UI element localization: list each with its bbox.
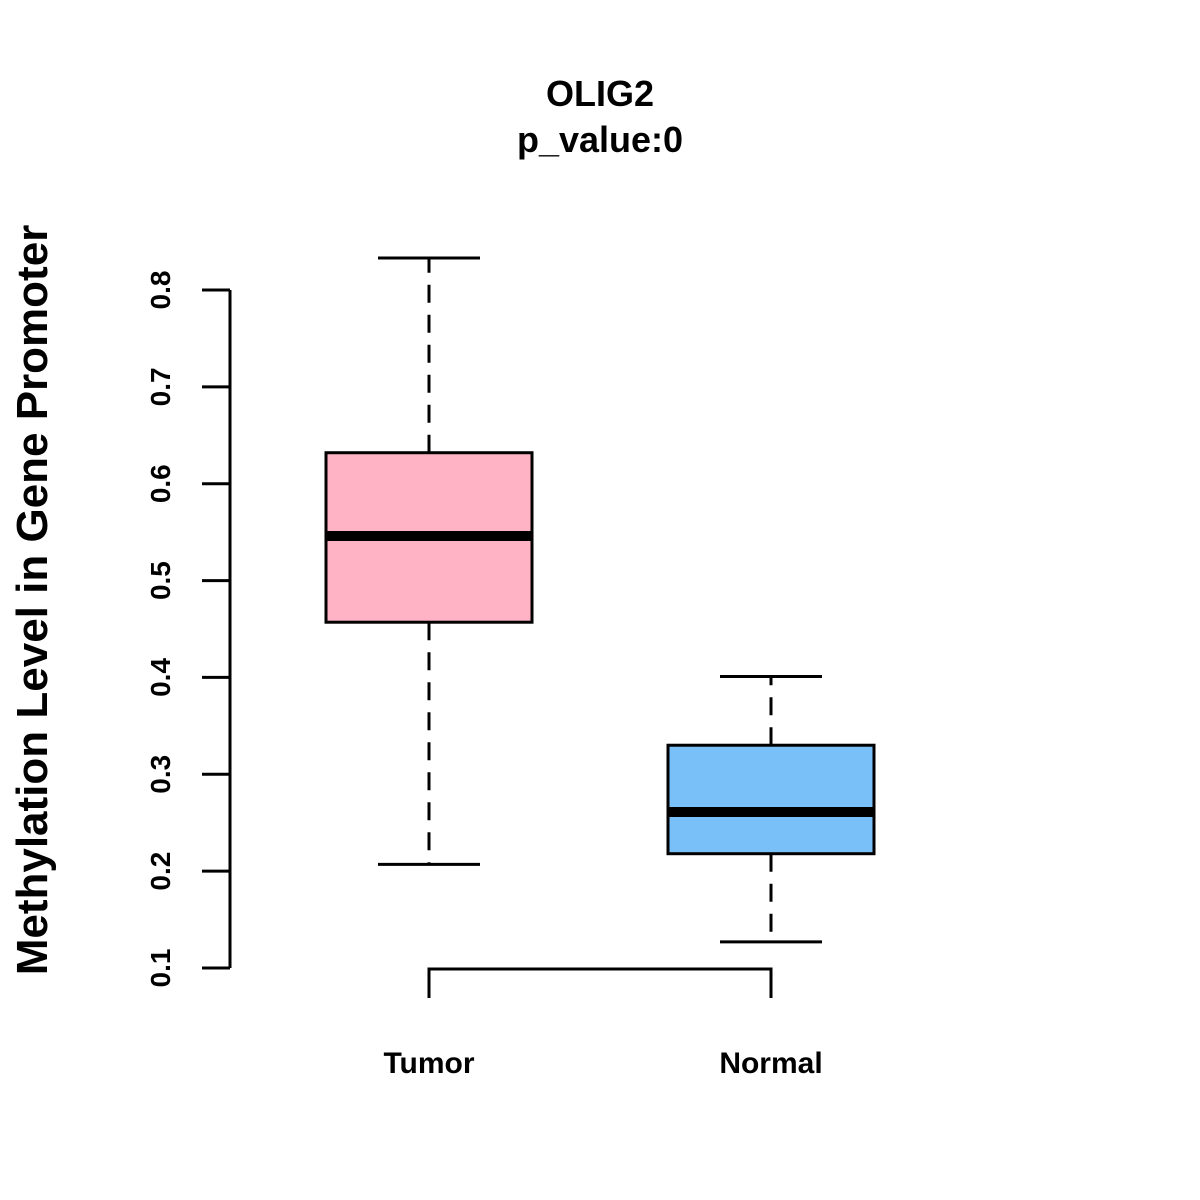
chart-subtitle: p_value:0 (517, 119, 683, 160)
iqr-box (666, 743, 876, 856)
y-tick-label: 0.6 (145, 464, 176, 503)
y-tick-label: 0.5 (145, 561, 176, 600)
chart-title: OLIG2 (546, 73, 654, 114)
y-axis-label: Methylation Level in Gene Promoter (8, 225, 57, 976)
box-normal (666, 674, 876, 944)
x-axis-labels: Tumor Normal (383, 1047, 822, 1080)
y-tick-label: 0.8 (145, 271, 176, 310)
y-tick-label: 0.4 (145, 658, 176, 697)
y-tick-label: 0.2 (145, 852, 176, 891)
y-tick-label: 0.7 (145, 367, 176, 406)
y-tick-label: 0.3 (145, 755, 176, 794)
comparison-bracket (427, 967, 773, 998)
x-category-label: Normal (719, 1047, 822, 1080)
box-series (324, 256, 876, 944)
x-category-label: Tumor (383, 1047, 474, 1080)
box-tumor (324, 256, 534, 866)
bracket-line (427, 967, 773, 998)
y-axis: 0.1 0.2 0.3 0.4 0.5 0.6 0.7 0.8 (145, 271, 232, 988)
y-tick-label: 0.1 (145, 949, 176, 988)
